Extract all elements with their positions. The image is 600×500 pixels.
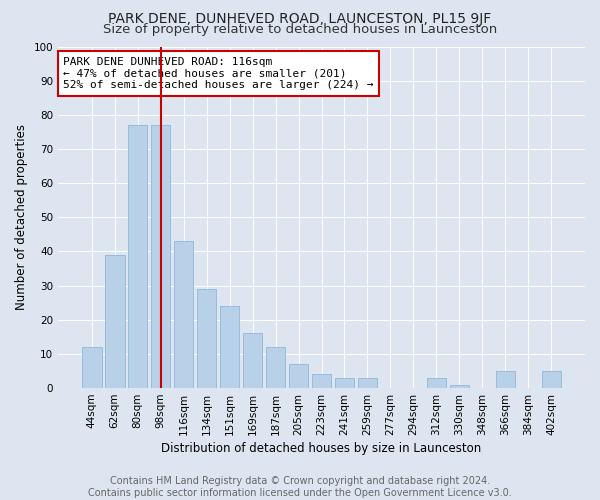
Bar — [542, 371, 561, 388]
Bar — [335, 378, 354, 388]
Text: Size of property relative to detached houses in Launceston: Size of property relative to detached ho… — [103, 22, 497, 36]
Bar — [197, 289, 217, 388]
Bar — [427, 378, 446, 388]
Text: PARK DENE DUNHEVED ROAD: 116sqm
← 47% of detached houses are smaller (201)
52% o: PARK DENE DUNHEVED ROAD: 116sqm ← 47% of… — [64, 56, 374, 90]
Y-axis label: Number of detached properties: Number of detached properties — [15, 124, 28, 310]
Text: Contains HM Land Registry data © Crown copyright and database right 2024.
Contai: Contains HM Land Registry data © Crown c… — [88, 476, 512, 498]
Bar — [151, 125, 170, 388]
Bar — [266, 347, 286, 388]
Bar — [449, 384, 469, 388]
Bar — [243, 334, 262, 388]
Bar — [128, 125, 148, 388]
Bar — [105, 255, 125, 388]
Text: PARK DENE, DUNHEVED ROAD, LAUNCESTON, PL15 9JF: PARK DENE, DUNHEVED ROAD, LAUNCESTON, PL… — [109, 12, 491, 26]
X-axis label: Distribution of detached houses by size in Launceston: Distribution of detached houses by size … — [161, 442, 482, 455]
Bar — [289, 364, 308, 388]
Bar — [82, 347, 101, 388]
Bar — [220, 306, 239, 388]
Bar — [496, 371, 515, 388]
Bar — [174, 241, 193, 388]
Bar — [312, 374, 331, 388]
Bar — [358, 378, 377, 388]
